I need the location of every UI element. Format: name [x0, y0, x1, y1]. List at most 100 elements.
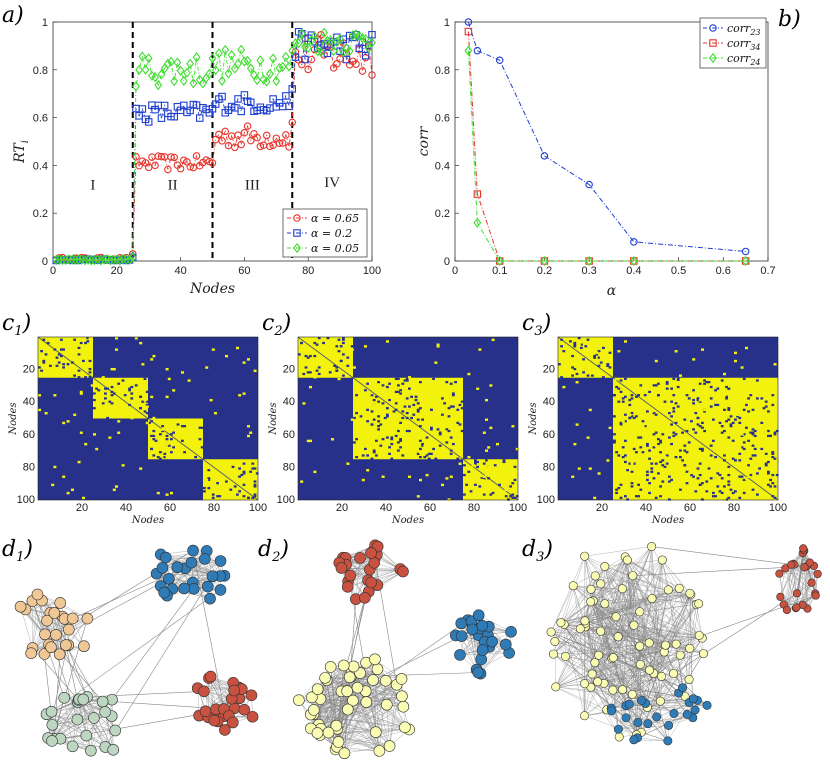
net-d3-node-node_yellow — [655, 696, 665, 706]
data-point-blue — [342, 55, 351, 64]
chart-c3-missing-link — [619, 483, 623, 486]
net-d2-edge — [335, 729, 410, 750]
chart-c3-missing-link — [575, 372, 579, 376]
chart-c2-inter-link — [353, 421, 356, 425]
chart-c2-inter-link — [375, 387, 378, 390]
chart-c2-missing-link — [381, 384, 385, 387]
chart-c3-missing-link — [630, 394, 634, 397]
net-d3-edge — [584, 546, 652, 622]
chart-c2-inter-link — [476, 387, 480, 390]
data-point-red — [231, 143, 239, 152]
chart-c2-inter-link — [436, 345, 440, 348]
data-point-green — [183, 67, 191, 78]
chart-c2-inter-link — [408, 475, 411, 478]
chart-c3-inter-link — [584, 367, 588, 371]
chart-c2-missing-link — [401, 410, 405, 413]
net-d3-node-node_yellow — [550, 636, 560, 646]
chart-c3-inter-link — [740, 433, 744, 436]
chart-c1-missing-link — [203, 490, 206, 493]
net-d2-node-node_yellow — [308, 704, 320, 716]
data-point-blue — [291, 53, 300, 61]
data-point-green — [186, 58, 195, 69]
net-d3-node-node_red — [792, 589, 802, 598]
net-d3-edge — [662, 559, 681, 656]
chart-c3-missing-link — [580, 346, 583, 350]
chart-c2-missing-link — [412, 413, 416, 416]
chart-c2-inter-link — [309, 385, 312, 389]
chart-c2-inter-link — [487, 465, 491, 469]
chart-c2-missing-link — [438, 444, 442, 447]
chart-c1-missing-link — [150, 434, 153, 438]
chart-c2-missing-link — [456, 457, 460, 460]
chart-c2-missing-link — [414, 398, 418, 402]
chart-c3-missing-link — [615, 491, 618, 495]
chart-c3-missing-link — [723, 429, 726, 433]
chart-c2-inter-link — [405, 441, 409, 444]
chart-c1-missing-link — [165, 434, 169, 438]
chart-c2-xtick-label: 20 — [336, 502, 348, 514]
chart-c1-missing-link — [150, 447, 153, 451]
chart-c3-missing-link — [630, 397, 634, 400]
chart-c3-missing-link — [613, 439, 616, 442]
chart-c3-missing-link — [569, 340, 572, 343]
net-d2-edge — [338, 704, 387, 743]
chart-c2-missing-link — [511, 493, 515, 496]
chart-c3-missing-link — [712, 495, 715, 498]
chart-c1-ytick-label: 20 — [23, 364, 35, 376]
net-d2-node-node_blue — [455, 617, 468, 630]
chart-c3-missing-link — [674, 421, 678, 424]
chart-c3-missing-link — [738, 416, 742, 420]
chart-c1-inter-link — [205, 478, 209, 482]
chart-c3-missing-link — [687, 441, 691, 444]
net-d3-edge — [629, 704, 696, 711]
chart-c2-inter-link — [480, 478, 484, 482]
net-d2-node-node_blue — [476, 619, 489, 632]
net-d2-node-node_yellow — [324, 661, 337, 673]
chart-c1-inter-link — [172, 389, 176, 392]
chart-c3-missing-link — [712, 439, 715, 442]
chart-c1-inter-link — [53, 394, 57, 397]
data-point-red — [285, 143, 293, 151]
net-d3-edge — [553, 556, 585, 655]
net-d1-node-node_red — [238, 704, 251, 716]
net-d2-node-node_red — [341, 581, 354, 593]
chart-c1-missing-link — [238, 475, 241, 478]
chart-c3-inter-link — [661, 469, 665, 472]
chart-c2-missing-link — [315, 343, 319, 346]
chart-c2-ytick-label: 20 — [283, 364, 295, 376]
chart-c1-inter-link — [77, 460, 81, 464]
chart-c1-inter-link — [110, 367, 114, 371]
chart-c2-missing-link — [416, 408, 420, 411]
chart-c3-missing-link — [679, 488, 682, 491]
chart-c3-missing-link — [764, 452, 768, 455]
data-point-green — [342, 43, 351, 54]
chart-c3-missing-link — [630, 482, 634, 485]
chart-c2-missing-link — [302, 372, 306, 376]
chart-c2-missing-link — [370, 423, 374, 426]
chart-c2-missing-link — [408, 429, 411, 433]
data-point-green — [109, 254, 118, 265]
chart-c2-missing-link — [474, 460, 477, 464]
chart-c1-missing-link — [88, 371, 92, 374]
net-d3-node-node_yellow — [671, 639, 681, 649]
net-d3-edge — [584, 601, 591, 716]
chart-c3-missing-link — [628, 403, 632, 407]
net-d3-edge — [550, 556, 585, 633]
chart-c3-missing-link — [617, 454, 621, 457]
net-d2-node-node_yellow — [322, 726, 335, 739]
net-d3-edge — [563, 575, 596, 625]
legend-label: α = 0.65 — [311, 212, 359, 225]
net-d2-edge — [324, 677, 329, 733]
chart-c2-missing-link — [509, 495, 512, 498]
chart-c3-missing-link — [621, 400, 625, 403]
net-d2-node-node_red — [365, 547, 377, 559]
net-d1-node-node_red — [228, 684, 240, 697]
chart-c2-missing-link — [386, 385, 389, 389]
chart-c2-missing-link — [399, 446, 402, 449]
chart-c3-missing-link — [716, 403, 720, 407]
chart-c3-inter-link — [562, 385, 566, 389]
chart-c3-inter-link — [705, 452, 709, 456]
chart-c2-inter-link — [368, 392, 372, 395]
